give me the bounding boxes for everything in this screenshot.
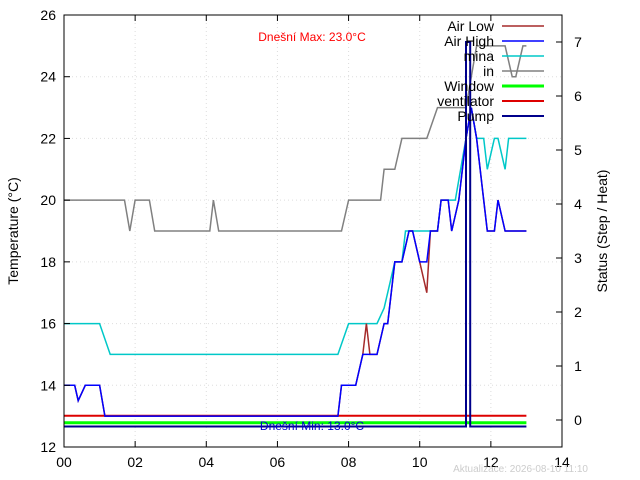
y-tick-label: 22 — [40, 130, 56, 146]
legend-label-ventilator: ventilator — [437, 93, 494, 109]
series-line-air-high — [64, 107, 527, 417]
y2-tick-label: 3 — [574, 250, 582, 266]
x-tick-label: 08 — [341, 454, 357, 470]
tick-marks — [63, 14, 563, 448]
y2-tick-label: 4 — [574, 196, 582, 212]
y2-tick-label: 2 — [574, 304, 582, 320]
min-annotation: Dnešní Min: 13.0°C — [260, 419, 365, 433]
y-tick-label: 12 — [40, 439, 56, 455]
legend-label-mina: mina — [464, 48, 495, 64]
x-tick-label: 04 — [198, 454, 214, 470]
legend-label-air-low: Air Low — [447, 18, 495, 34]
y-tick-label: 24 — [40, 69, 56, 85]
series-layer — [64, 41, 527, 428]
legend-label-in: in — [483, 63, 494, 79]
legend-label-air-high: Air High — [444, 33, 494, 49]
plot-border — [63, 14, 563, 448]
legend-label-pump: Pump — [457, 108, 494, 124]
x-tick-label: 12 — [483, 454, 499, 470]
series-line-in — [64, 45, 527, 232]
x-tick-label: 10 — [412, 454, 428, 470]
max-annotation: Dnešní Max: 23.0°C — [258, 30, 366, 44]
y2-tick-label: 6 — [574, 88, 582, 104]
y-tick-label: 18 — [40, 254, 56, 270]
y-tick-label: 20 — [40, 192, 56, 208]
y2-tick-label: 7 — [574, 34, 582, 50]
y-tick-label: 14 — [40, 377, 56, 393]
series-line-pump — [64, 41, 527, 428]
y-tick-label: 16 — [40, 316, 56, 332]
x-tick-label: 02 — [127, 454, 143, 470]
y-axis-label: Temperature (°C) — [5, 177, 21, 285]
y2-tick-label: 0 — [574, 412, 582, 428]
updated-annotation: Aktualizace: 2026-08-10 11:10 — [453, 464, 588, 475]
x-tick-label: 06 — [270, 454, 286, 470]
y2-tick-label: 5 — [574, 142, 582, 158]
y-tick-label: 26 — [40, 7, 56, 23]
y2-axis-label: Status (Step / Heat) — [594, 170, 610, 293]
y2-tick-label: 1 — [574, 358, 582, 374]
legend-label-window: Window — [444, 78, 495, 94]
x-tick-label: 00 — [56, 454, 72, 470]
x-tick-label: 14 — [554, 454, 570, 470]
